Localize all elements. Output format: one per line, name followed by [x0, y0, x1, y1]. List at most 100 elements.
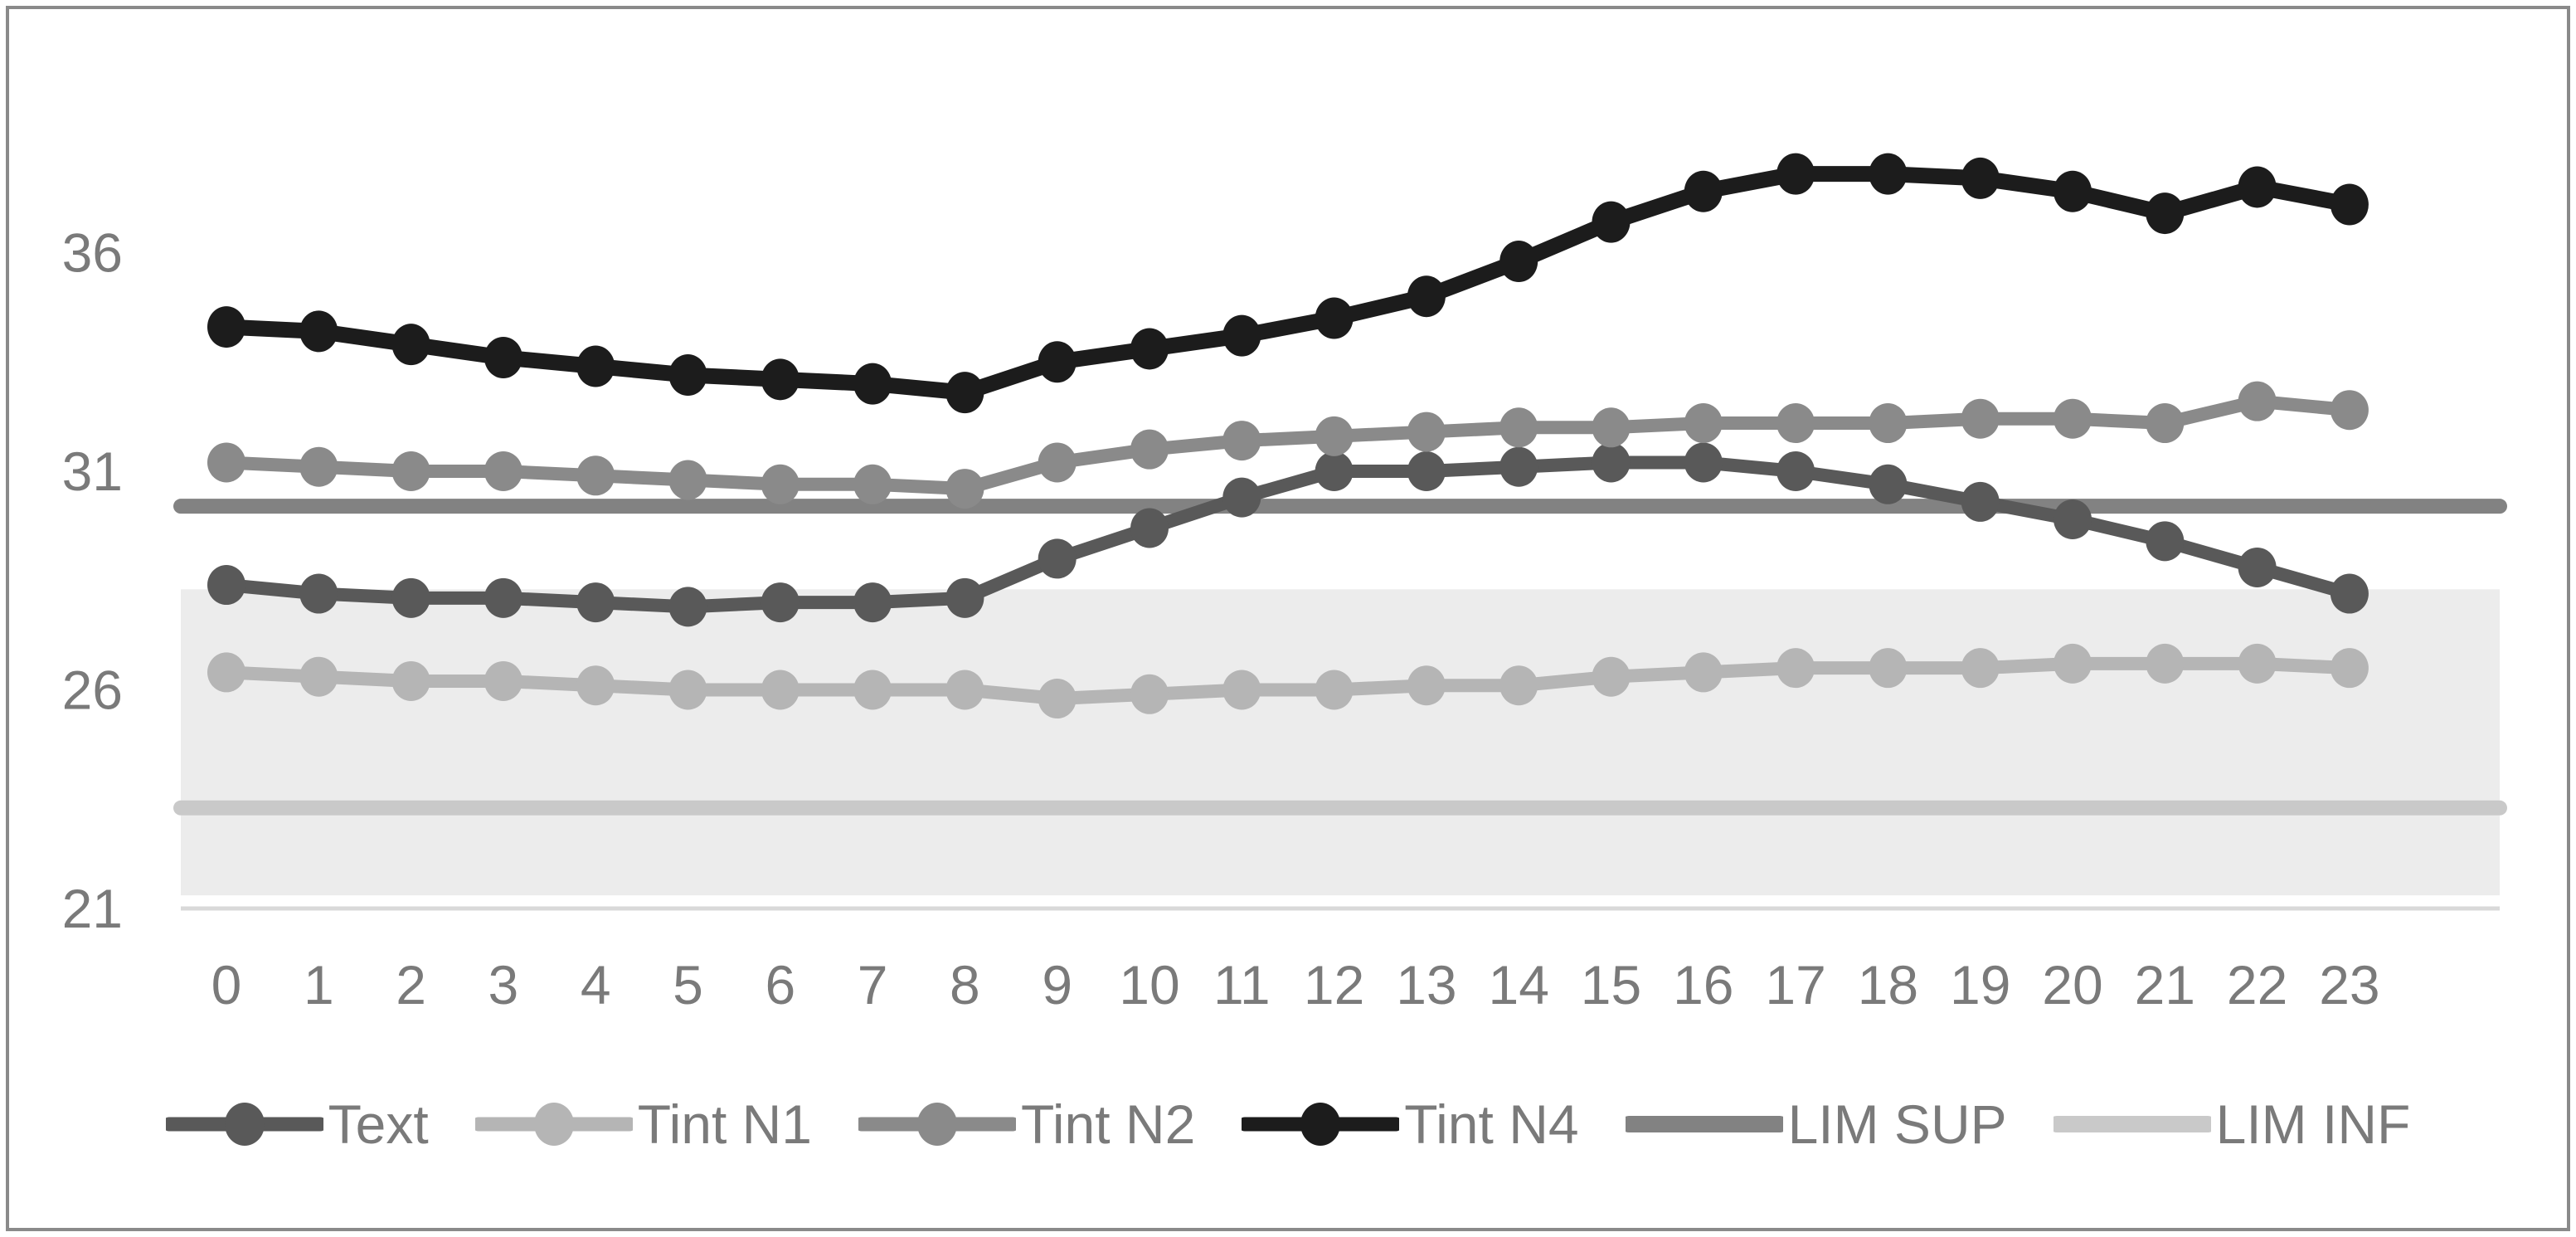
x-axis-label: 9 [1042, 954, 1072, 1015]
data-point-text-3 [484, 577, 522, 618]
data-point-tint-n1-4 [576, 665, 615, 706]
data-point-tint-n4-12 [1315, 297, 1354, 339]
x-axis-label: 16 [1673, 954, 1733, 1015]
x-axis-label: 23 [2319, 954, 2379, 1015]
data-point-tint-n2-13 [1407, 412, 1446, 452]
x-axis-label: 7 [858, 954, 888, 1015]
x-axis-label: 13 [1396, 954, 1456, 1015]
data-point-text-15 [1592, 442, 1631, 483]
data-point-tint-n1-2 [391, 660, 430, 701]
data-point-tint-n2-20 [2054, 398, 2092, 439]
data-point-tint-n4-1 [299, 310, 338, 353]
data-point-text-22 [2238, 547, 2277, 587]
data-point-text-6 [761, 582, 800, 623]
legend-item-lim-sup: LIM SUP [1625, 1094, 2007, 1154]
data-point-text-8 [945, 577, 984, 618]
legend-swatch-tint-n4 [1242, 1103, 1400, 1146]
data-point-tint-n4-5 [668, 354, 707, 397]
data-point-tint-n4-6 [761, 358, 800, 401]
x-axis-label: 15 [1581, 954, 1641, 1015]
series-text [207, 442, 2369, 627]
legend-item-tint-n1: Tint N1 [474, 1093, 812, 1155]
x-axis-label: 5 [673, 954, 703, 1015]
data-point-tint-n2-21 [2146, 403, 2185, 444]
data-point-tint-n4-20 [2054, 170, 2092, 212]
data-point-tint-n2-1 [299, 446, 338, 487]
data-point-tint-n1-21 [2146, 643, 2185, 684]
data-point-tint-n1-12 [1315, 670, 1354, 710]
data-point-tint-n4-11 [1222, 314, 1261, 357]
legend-swatch-marker [917, 1103, 957, 1146]
x-axis-label: 8 [950, 954, 980, 1015]
data-point-tint-n4-18 [1869, 153, 1908, 195]
legend-label: Tint N1 [637, 1093, 812, 1155]
x-axis-label: 10 [1119, 954, 1179, 1015]
data-point-tint-n2-18 [1869, 403, 1908, 444]
data-point-tint-n1-19 [1961, 648, 2000, 689]
legend-swatch-tint-n2 [858, 1103, 1016, 1146]
data-point-tint-n4-10 [1130, 328, 1169, 370]
data-point-text-16 [1684, 442, 1723, 483]
data-point-text-13 [1407, 451, 1446, 491]
data-point-tint-n4-7 [853, 363, 892, 405]
data-point-text-17 [1776, 451, 1815, 491]
legend: Text Tint N1 Tint N2 Tint N4 LIM SUP LIM INF [0, 1079, 2576, 1170]
data-point-text-5 [668, 587, 707, 627]
data-point-text-10 [1130, 508, 1169, 548]
data-point-tint-n1-11 [1222, 670, 1261, 710]
data-point-text-19 [1961, 481, 2000, 522]
legend-label: LIM INF [2215, 1093, 2411, 1155]
data-point-tint-n1-3 [484, 660, 522, 701]
y-axis-label: 31 [62, 441, 123, 502]
legend-swatch-marker [1300, 1103, 1341, 1146]
x-axis-label: 12 [1304, 954, 1364, 1015]
data-point-text-21 [2146, 521, 2185, 562]
data-point-tint-n4-15 [1592, 201, 1631, 243]
data-point-tint-n1-17 [1776, 648, 1815, 689]
x-axis-label: 1 [304, 954, 334, 1015]
x-axis-label: 22 [2227, 954, 2287, 1015]
data-point-tint-n2-14 [1499, 407, 1538, 448]
data-point-tint-n2-23 [2330, 390, 2369, 431]
legend-swatch-marker [533, 1103, 574, 1146]
data-point-tint-n1-0 [207, 652, 245, 693]
y-axis-label: 26 [62, 660, 123, 721]
data-point-tint-n2-15 [1592, 407, 1631, 448]
data-point-text-18 [1869, 464, 1908, 504]
data-point-tint-n1-15 [1592, 656, 1631, 697]
data-point-tint-n4-16 [1684, 170, 1723, 212]
data-point-tint-n2-16 [1684, 403, 1723, 444]
data-point-tint-n4-14 [1499, 241, 1538, 283]
chart-border [6, 6, 2570, 1231]
legend-item-lim-inf: LIM INF [2053, 1093, 2411, 1155]
data-point-tint-n2-7 [853, 464, 892, 504]
x-axis-label: 19 [1950, 954, 2010, 1015]
data-point-tint-n4-3 [484, 336, 522, 378]
y-axis-label: 36 [62, 222, 123, 284]
data-point-tint-n4-19 [1961, 157, 2000, 199]
data-point-tint-n2-0 [207, 442, 245, 483]
data-point-tint-n1-23 [2330, 648, 2369, 689]
series-tint-n4 [207, 153, 2369, 414]
series-line-tint-n4 [226, 166, 2351, 401]
legend-swatch-marker [224, 1103, 265, 1146]
data-point-text-2 [391, 577, 430, 618]
legend-swatch-text [165, 1103, 323, 1146]
legend-swatch-lim-sup [1625, 1116, 1783, 1132]
data-point-tint-n2-5 [668, 460, 707, 500]
data-point-tint-n1-5 [668, 670, 707, 710]
data-point-tint-n2-4 [576, 455, 615, 496]
legend-item-tint-n2: Tint N2 [858, 1094, 1195, 1154]
data-point-tint-n1-6 [761, 670, 800, 710]
x-axis-label: 17 [1765, 954, 1825, 1015]
data-point-tint-n1-9 [1038, 679, 1077, 719]
legend-swatch-lim-inf [2053, 1116, 2211, 1132]
legend-item-text: Text [165, 1094, 429, 1154]
x-axis-label: 14 [1488, 954, 1548, 1015]
data-point-text-14 [1499, 446, 1538, 487]
y-axis-label: 21 [62, 878, 123, 939]
x-axis-label: 4 [581, 954, 611, 1015]
data-point-text-23 [2330, 573, 2369, 614]
